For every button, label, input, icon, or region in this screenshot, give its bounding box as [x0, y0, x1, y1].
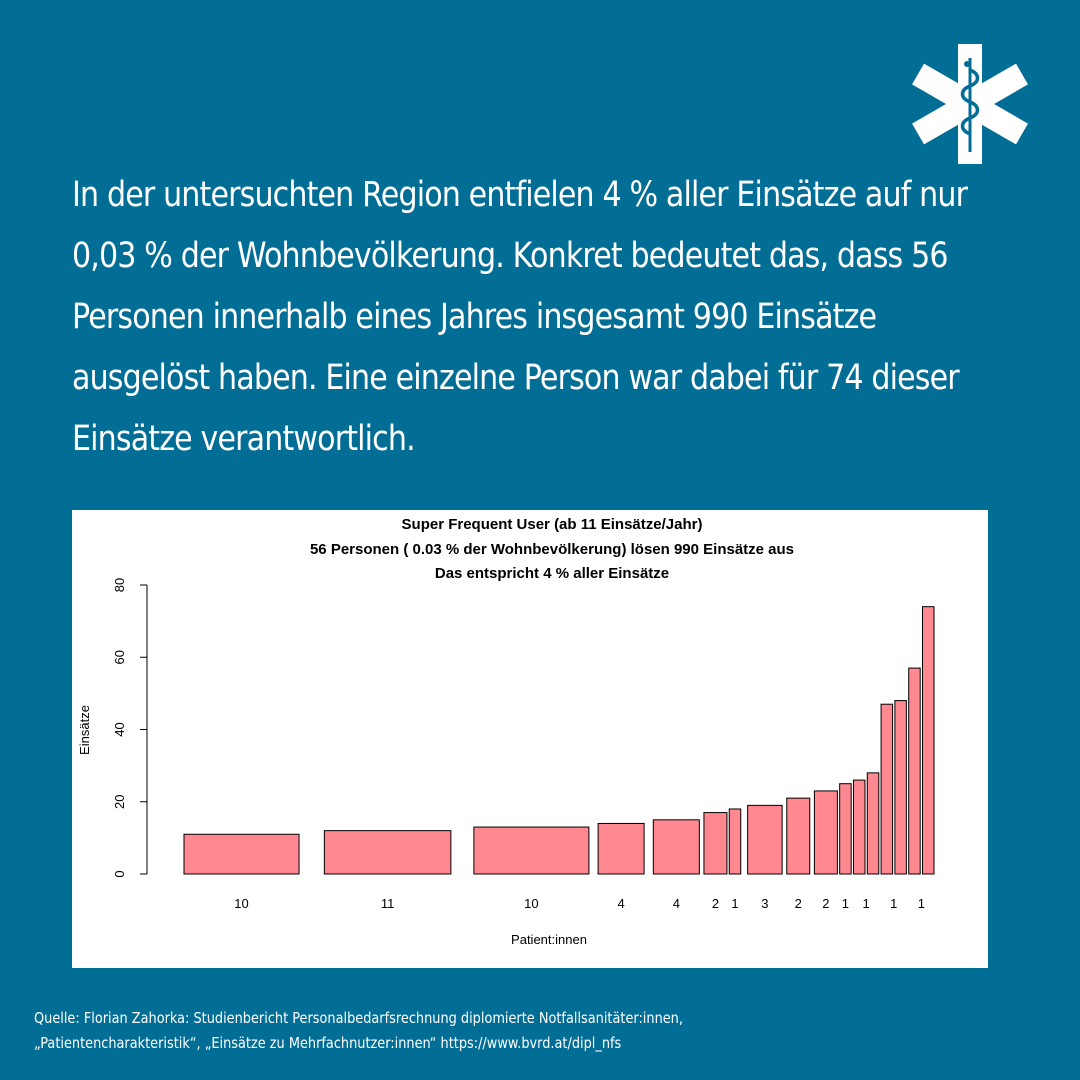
x-tick-label: 1 — [842, 896, 849, 911]
x-tick-label: 3 — [761, 896, 768, 911]
bar — [786, 797, 811, 875]
x-tick-label: 2 — [712, 896, 719, 911]
bar — [839, 783, 852, 875]
bar — [728, 808, 742, 875]
bar — [908, 667, 921, 875]
source-line-1: Quelle: Florian Zahorka: Studienbericht … — [34, 1009, 683, 1027]
bar — [921, 606, 935, 875]
x-tick-label: 10 — [524, 896, 538, 911]
y-axis-label: Einsätze — [77, 705, 92, 755]
star-of-life-icon — [912, 44, 1028, 164]
bar — [703, 812, 728, 875]
bar — [894, 700, 907, 875]
y-tick-label: 80 — [112, 578, 127, 592]
x-axis-label: Patient:innen — [511, 932, 587, 947]
x-tick-label: 2 — [822, 896, 829, 911]
y-tick-label: 60 — [112, 650, 127, 664]
bar — [866, 772, 880, 875]
bar — [747, 804, 783, 875]
y-tick-label: 40 — [112, 722, 127, 736]
x-tick-label: 1 — [863, 896, 870, 911]
headline-text: In der untersuchten Region entfielen 4 %… — [72, 175, 968, 459]
chart-title-line: Das entspricht 4 % aller Einsätze — [435, 565, 669, 582]
bar — [597, 822, 645, 875]
source-citation: Quelle: Florian Zahorka: Studienbericht … — [34, 1006, 1049, 1056]
bar — [813, 790, 838, 875]
x-tick-label: 11 — [381, 896, 395, 911]
y-tick-label: 0 — [112, 870, 127, 877]
bar — [652, 819, 700, 875]
x-tick-label: 4 — [673, 896, 680, 911]
chart-panel: Super Frequent User (ab 11 Einsätze/Jahr… — [72, 510, 988, 968]
chart-title-line: 56 Personen ( 0.03 % der Wohnbevölkerung… — [310, 541, 794, 558]
bar-chart: Super Frequent User (ab 11 Einsätze/Jahr… — [77, 516, 935, 947]
x-tick-label: 1 — [918, 896, 925, 911]
x-tick-label: 1 — [890, 896, 897, 911]
x-tick-label: 10 — [234, 896, 248, 911]
x-tick-label: 4 — [618, 896, 625, 911]
bar — [852, 779, 866, 875]
chart-title-line: Super Frequent User (ab 11 Einsätze/Jahr… — [402, 516, 703, 533]
bar — [473, 826, 590, 875]
y-tick-label: 20 — [112, 795, 127, 809]
bar — [880, 703, 894, 875]
source-line-2: „Patientencharakteristik“, „Einsätze zu … — [34, 1034, 622, 1052]
x-tick-label: 2 — [795, 896, 802, 911]
x-tick-label: 1 — [731, 896, 738, 911]
bar — [183, 833, 300, 875]
bar — [323, 830, 452, 875]
